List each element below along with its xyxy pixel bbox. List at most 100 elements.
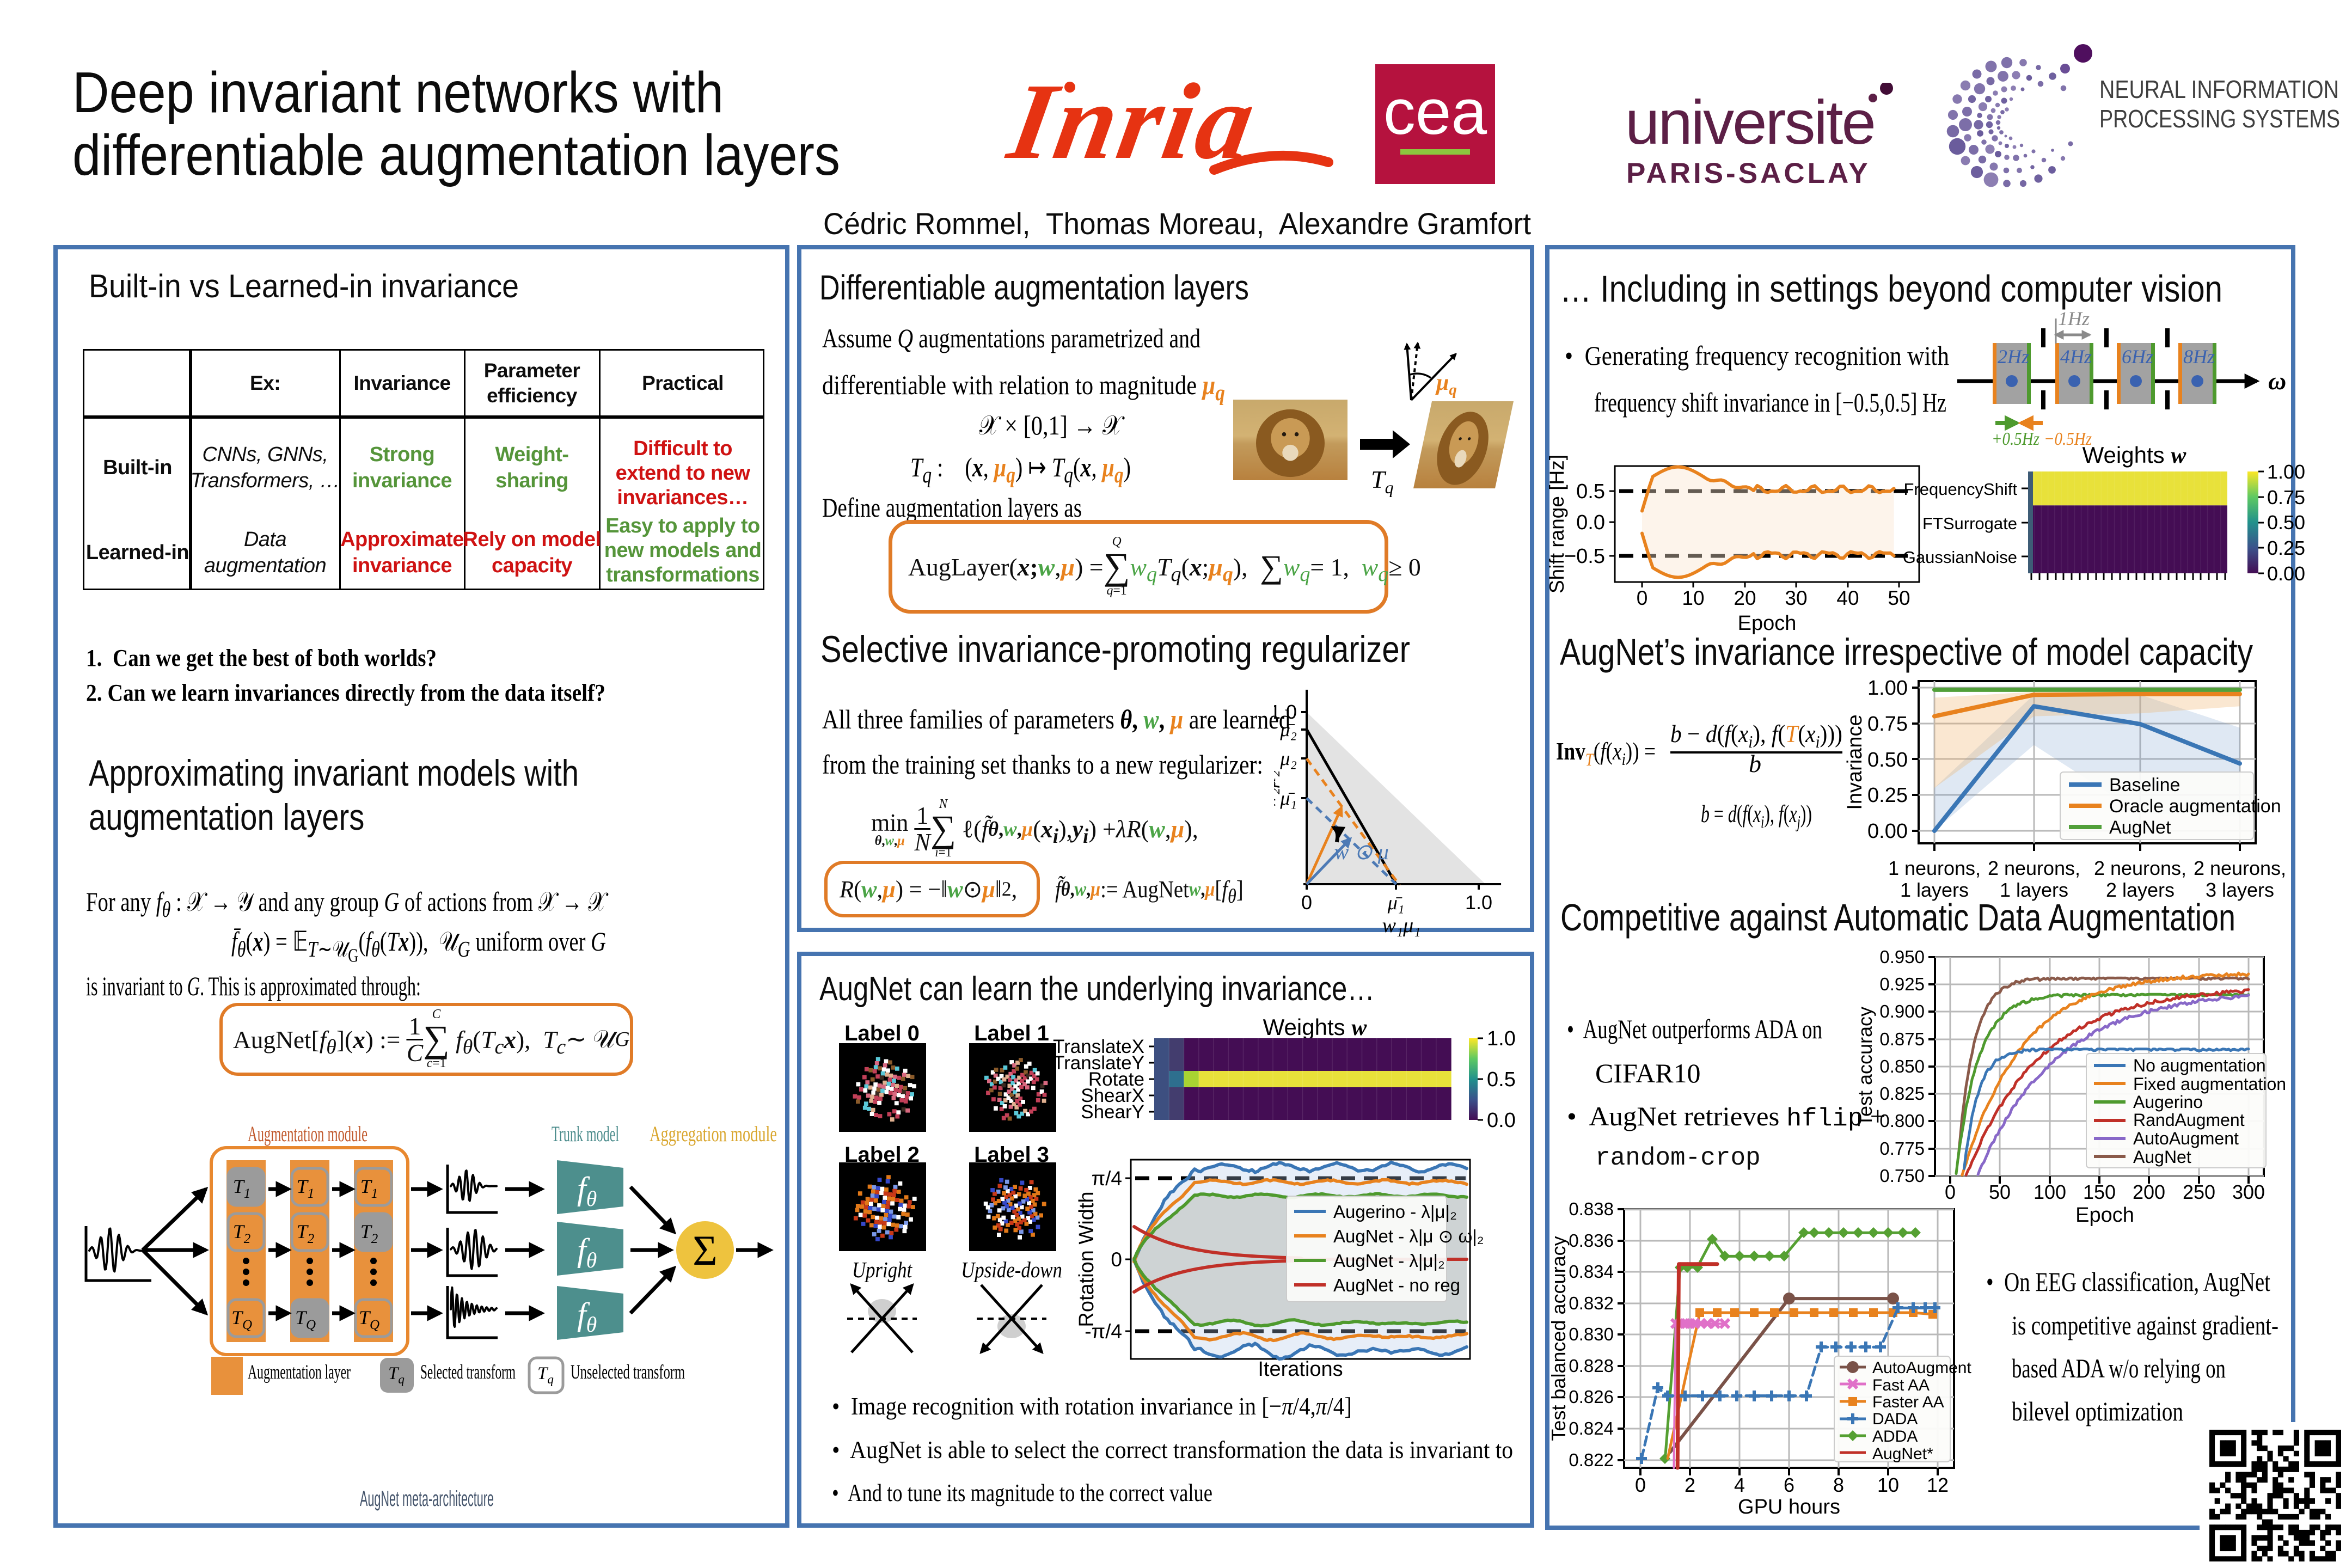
- svg-text:Fast AA: Fast AA: [1872, 1376, 1930, 1394]
- svg-text:μ₂: μ₂: [1279, 748, 1297, 769]
- svg-text:0.900: 0.900: [1879, 1001, 1925, 1021]
- svg-text:AugNet: AugNet: [2109, 817, 2171, 838]
- svg-text:μ̄₁: μ̄₁: [1279, 787, 1297, 809]
- svg-text:1.0: 1.0: [1487, 1027, 1516, 1050]
- svg-text:universite: universite: [1625, 88, 1875, 157]
- svg-text:0.825: 0.825: [1879, 1083, 1925, 1104]
- svg-text:Rotate: Rotate: [1088, 1069, 1144, 1090]
- svg-text:b − d(f(xi), f(T(xi))): b − d(f(xi), f(T(xi))): [1670, 720, 1842, 751]
- svg-text:0.826: 0.826: [1569, 1387, 1614, 1407]
- svg-text:2: 2: [1685, 1474, 1695, 1496]
- svg-text:TranslateX: TranslateX: [1053, 1036, 1144, 1057]
- svg-text:Baseline: Baseline: [2109, 775, 2180, 795]
- svg-text:Augerino - λ|μ|₂: Augerino - λ|μ|₂: [1333, 1202, 1457, 1222]
- svg-text:4: 4: [1734, 1474, 1745, 1496]
- svg-text:0.50: 0.50: [2267, 511, 2305, 534]
- svg-text:ShearX: ShearX: [1081, 1085, 1144, 1106]
- svg-text:1.0: 1.0: [1274, 701, 1297, 723]
- svg-text:20: 20: [1734, 587, 1756, 609]
- svg-text:150: 150: [2083, 1181, 2116, 1203]
- svg-text:GaussianNoise: GaussianNoise: [1903, 548, 2017, 567]
- svg-text:1 layers: 1 layers: [1900, 879, 1969, 901]
- svg-text:NEURAL INFORMATION: NEURAL INFORMATION: [2099, 75, 2339, 103]
- svg-text:FrequencyShift: FrequencyShift: [1904, 480, 2018, 499]
- svg-text:AugNet - λ|μ|₂: AugNet - λ|μ|₂: [1333, 1251, 1445, 1271]
- svg-text:GPU hours: GPU hours: [1738, 1496, 1840, 1518]
- svg-text:Oracle augmentation: Oracle augmentation: [2109, 796, 2281, 817]
- svg-text:0.5: 0.5: [1576, 480, 1605, 503]
- svg-text:50: 50: [1888, 587, 1910, 609]
- svg-text:w₂μ₂: w₂μ₂: [1274, 770, 1280, 809]
- svg-text:3 layers: 3 layers: [2206, 879, 2274, 901]
- svg-text:InvT(f(xi)) =: InvT(f(xi)) =: [1556, 737, 1656, 770]
- svg-text:0.828: 0.828: [1569, 1356, 1614, 1376]
- svg-text:Trunk model: Trunk model: [552, 1122, 619, 1146]
- svg-text:300: 300: [2232, 1181, 2265, 1203]
- svg-text:0: 0: [1637, 587, 1648, 609]
- svg-text:Σ: Σ: [693, 1227, 717, 1274]
- svg-text:0.950: 0.950: [1879, 947, 1925, 967]
- svg-text:AutoAugment: AutoAugment: [1872, 1359, 1971, 1377]
- svg-text:2 layers: 2 layers: [2106, 879, 2175, 901]
- svg-text:−0.5Hz: −0.5Hz: [2044, 429, 2092, 449]
- svg-text:100: 100: [2033, 1181, 2066, 1203]
- svg-text:6: 6: [1784, 1474, 1794, 1496]
- svg-text:π/4: π/4: [1092, 1167, 1122, 1190]
- svg-text:Label 1: Label 1: [974, 1021, 1049, 1045]
- svg-text:0: 0: [1111, 1248, 1122, 1271]
- svg-text:No augmentation: No augmentation: [2133, 1056, 2266, 1075]
- svg-text:Weights w: Weights w: [1263, 1014, 1368, 1040]
- svg-text:Unselected transform: Unselected transform: [571, 1361, 685, 1383]
- svg-text:Augmentation module: Augmentation module: [248, 1122, 367, 1146]
- svg-text:Tq: Tq: [1371, 465, 1394, 497]
- svg-text:0.838: 0.838: [1569, 1199, 1614, 1219]
- svg-text:0.50: 0.50: [1867, 749, 1908, 771]
- svg-text:Selected transform: Selected transform: [420, 1361, 516, 1383]
- svg-text:0: 0: [1635, 1474, 1646, 1496]
- svg-text:PROCESSING SYSTEMS: PROCESSING SYSTEMS: [2099, 105, 2340, 133]
- svg-text:Weights w: Weights w: [2082, 442, 2187, 468]
- svg-text:6Hz: 6Hz: [2122, 346, 2153, 367]
- svg-text:AutoAugment: AutoAugment: [2133, 1129, 2239, 1148]
- svg-text:Aggregation module: Aggregation module: [650, 1122, 777, 1146]
- svg-text:μ̄₂: μ̄₂: [1279, 719, 1297, 740]
- svg-text:Test balanced accuracy: Test balanced accuracy: [1547, 1236, 1570, 1441]
- svg-text:10: 10: [1877, 1474, 1899, 1496]
- svg-text:b: b: [1749, 750, 1761, 777]
- svg-text:0.830: 0.830: [1569, 1324, 1614, 1344]
- svg-text:0.775: 0.775: [1879, 1138, 1925, 1159]
- svg-text:1 layers: 1 layers: [2000, 879, 2068, 901]
- svg-text:ω: ω: [2268, 367, 2286, 395]
- svg-text:0.75: 0.75: [2267, 486, 2305, 509]
- svg-text:2Hz: 2Hz: [1998, 346, 2029, 367]
- svg-text:w ⊙ μ: w ⊙ μ: [1334, 840, 1389, 864]
- svg-text:ADDA: ADDA: [1872, 1428, 1918, 1445]
- svg-text:Faster AA: Faster AA: [1872, 1393, 1944, 1411]
- svg-text:μ̄₁: μ̄₁: [1387, 892, 1405, 914]
- svg-text:Test accuracy: Test accuracy: [1854, 1007, 1876, 1126]
- svg-text:Epoch: Epoch: [1738, 612, 1797, 635]
- svg-text:Shift range [Hz]: Shift range [Hz]: [1546, 455, 1568, 593]
- svg-text:AugNet meta-architecture: AugNet meta-architecture: [360, 1487, 494, 1511]
- svg-text:T2: T2: [297, 1221, 315, 1246]
- svg-text:4Hz: 4Hz: [2060, 346, 2092, 367]
- svg-text:μq: μq: [1435, 370, 1457, 399]
- svg-text:1.00: 1.00: [2267, 461, 2305, 483]
- svg-text:0.0: 0.0: [1487, 1109, 1516, 1132]
- svg-text:250: 250: [2183, 1181, 2215, 1203]
- svg-text:2 neurons,: 2 neurons,: [1988, 857, 2080, 879]
- svg-text:-π/4: -π/4: [1085, 1320, 1122, 1343]
- svg-text:RandAugment: RandAugment: [2133, 1110, 2245, 1130]
- svg-text:Augmentation layer: Augmentation layer: [248, 1361, 351, 1383]
- svg-text:Epoch: Epoch: [2075, 1204, 2134, 1227]
- svg-text:0.75: 0.75: [1867, 713, 1908, 736]
- svg-text:w₁μ₁: w₁μ₁: [1382, 914, 1421, 937]
- svg-text:0.925: 0.925: [1879, 974, 1925, 994]
- svg-text:0.836: 0.836: [1569, 1230, 1614, 1251]
- svg-text:0.25: 0.25: [1867, 784, 1908, 807]
- svg-text:1.0: 1.0: [1465, 891, 1492, 914]
- svg-text:0.832: 0.832: [1569, 1293, 1614, 1313]
- svg-text:8Hz: 8Hz: [2183, 346, 2215, 367]
- svg-text:1Hz: 1Hz: [2058, 308, 2090, 329]
- svg-text:0.00: 0.00: [1867, 820, 1908, 843]
